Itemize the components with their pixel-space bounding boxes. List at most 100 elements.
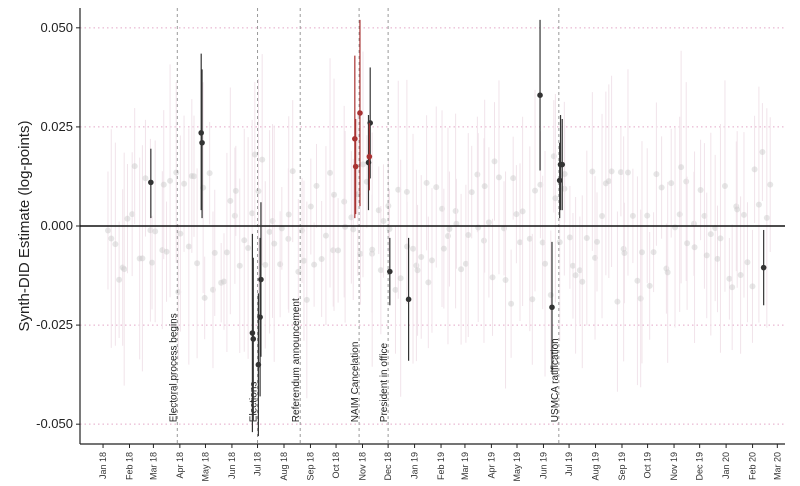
background-point <box>227 197 234 204</box>
background-point <box>517 239 524 246</box>
background-point <box>285 211 292 218</box>
background-point <box>653 171 660 178</box>
highlight-point <box>352 163 359 170</box>
background-point <box>751 166 758 173</box>
background-point <box>139 255 146 262</box>
background-point <box>701 212 708 219</box>
background-point <box>566 234 573 241</box>
estimate-point <box>258 276 264 283</box>
x-tick-label: May 18 <box>200 452 210 482</box>
background-point <box>440 245 447 252</box>
estimate-point <box>405 296 412 303</box>
background-point <box>576 267 583 274</box>
background-point <box>414 267 421 274</box>
estimate-point <box>549 304 555 311</box>
background-point <box>489 274 496 281</box>
x-tick-label: Oct 18 <box>331 452 341 479</box>
background-point <box>220 278 227 285</box>
background-point <box>249 210 256 217</box>
background-point <box>676 211 683 218</box>
background-point <box>160 181 167 188</box>
y-axis-label: Synth-DID Estimate (log-points) <box>16 121 33 332</box>
background-point <box>191 173 198 180</box>
background-point <box>395 186 402 193</box>
background-point <box>452 207 459 214</box>
background-point <box>185 243 192 250</box>
background-point <box>717 235 724 242</box>
background-point <box>726 275 733 282</box>
background-point <box>218 279 225 286</box>
estimate-point <box>559 161 566 168</box>
estimate-point <box>249 330 256 336</box>
significant-estimates-layer <box>148 19 767 437</box>
background-point <box>236 262 243 269</box>
x-tick-label: Aug 19 <box>591 452 601 481</box>
background-point <box>428 257 435 264</box>
background-point <box>495 174 502 181</box>
background-point <box>532 187 539 194</box>
background-point <box>259 156 266 163</box>
background-point <box>569 262 576 269</box>
event-label: Electoral process begins <box>168 313 179 422</box>
event-label: NAIM Cancelation <box>350 342 361 423</box>
background-point <box>572 272 579 279</box>
background-point <box>341 198 348 205</box>
background-point <box>108 235 115 242</box>
background-point <box>614 298 621 305</box>
background-point <box>331 191 338 198</box>
background-point <box>201 294 208 301</box>
background-point <box>552 195 559 202</box>
background-point <box>481 183 488 190</box>
background-point <box>740 211 747 218</box>
background-point <box>278 225 285 232</box>
background-point <box>519 208 526 215</box>
background-point <box>668 180 675 187</box>
y-tick-label: 0.000 <box>40 218 73 233</box>
y-tick-label: 0.025 <box>40 119 73 134</box>
background-point <box>744 259 751 266</box>
background-point <box>177 230 184 237</box>
background-point <box>251 151 258 158</box>
background-point <box>188 173 195 180</box>
event-label: Elections <box>249 382 260 423</box>
estimate-point <box>760 264 767 271</box>
background-point <box>638 249 645 256</box>
background-point <box>223 249 230 256</box>
background-point <box>173 169 180 176</box>
background-point <box>621 249 628 256</box>
background-point <box>678 164 685 171</box>
background-point <box>721 183 728 190</box>
background-point <box>167 177 174 184</box>
background-point <box>550 153 557 160</box>
y-tick-label: -0.050 <box>36 416 73 431</box>
background-point <box>241 237 248 244</box>
x-tick-label: Mar 19 <box>460 452 470 480</box>
background-point <box>734 206 741 213</box>
background-point <box>683 178 690 185</box>
background-point <box>149 259 156 266</box>
event-label: President in office <box>379 342 390 422</box>
background-point <box>634 277 641 284</box>
background-point <box>617 169 624 176</box>
background-point <box>485 219 492 226</box>
x-tick-label: Feb 20 <box>748 452 758 480</box>
background-point <box>262 261 269 268</box>
background-point <box>620 245 627 252</box>
background-point <box>691 244 698 251</box>
background-point <box>556 239 563 246</box>
background-point <box>327 169 334 176</box>
axes-layer: -0.050 -0.025 0.000 0.025 0.050 Jan 18 Feb 18 M… <box>36 8 785 482</box>
background-point <box>465 232 472 239</box>
background-point <box>767 181 774 188</box>
background-point <box>403 188 410 195</box>
background-point <box>116 276 123 283</box>
background-point <box>714 255 721 262</box>
y-tick-label: 0.050 <box>40 20 73 35</box>
x-tick-label: Oct 19 <box>643 452 653 479</box>
background-point <box>425 279 432 286</box>
background-point <box>605 178 612 185</box>
background-point <box>646 282 653 289</box>
x-tick-label: Jan 19 <box>410 452 420 479</box>
x-tick-label: Nov 19 <box>669 452 679 481</box>
background-point <box>300 257 307 264</box>
